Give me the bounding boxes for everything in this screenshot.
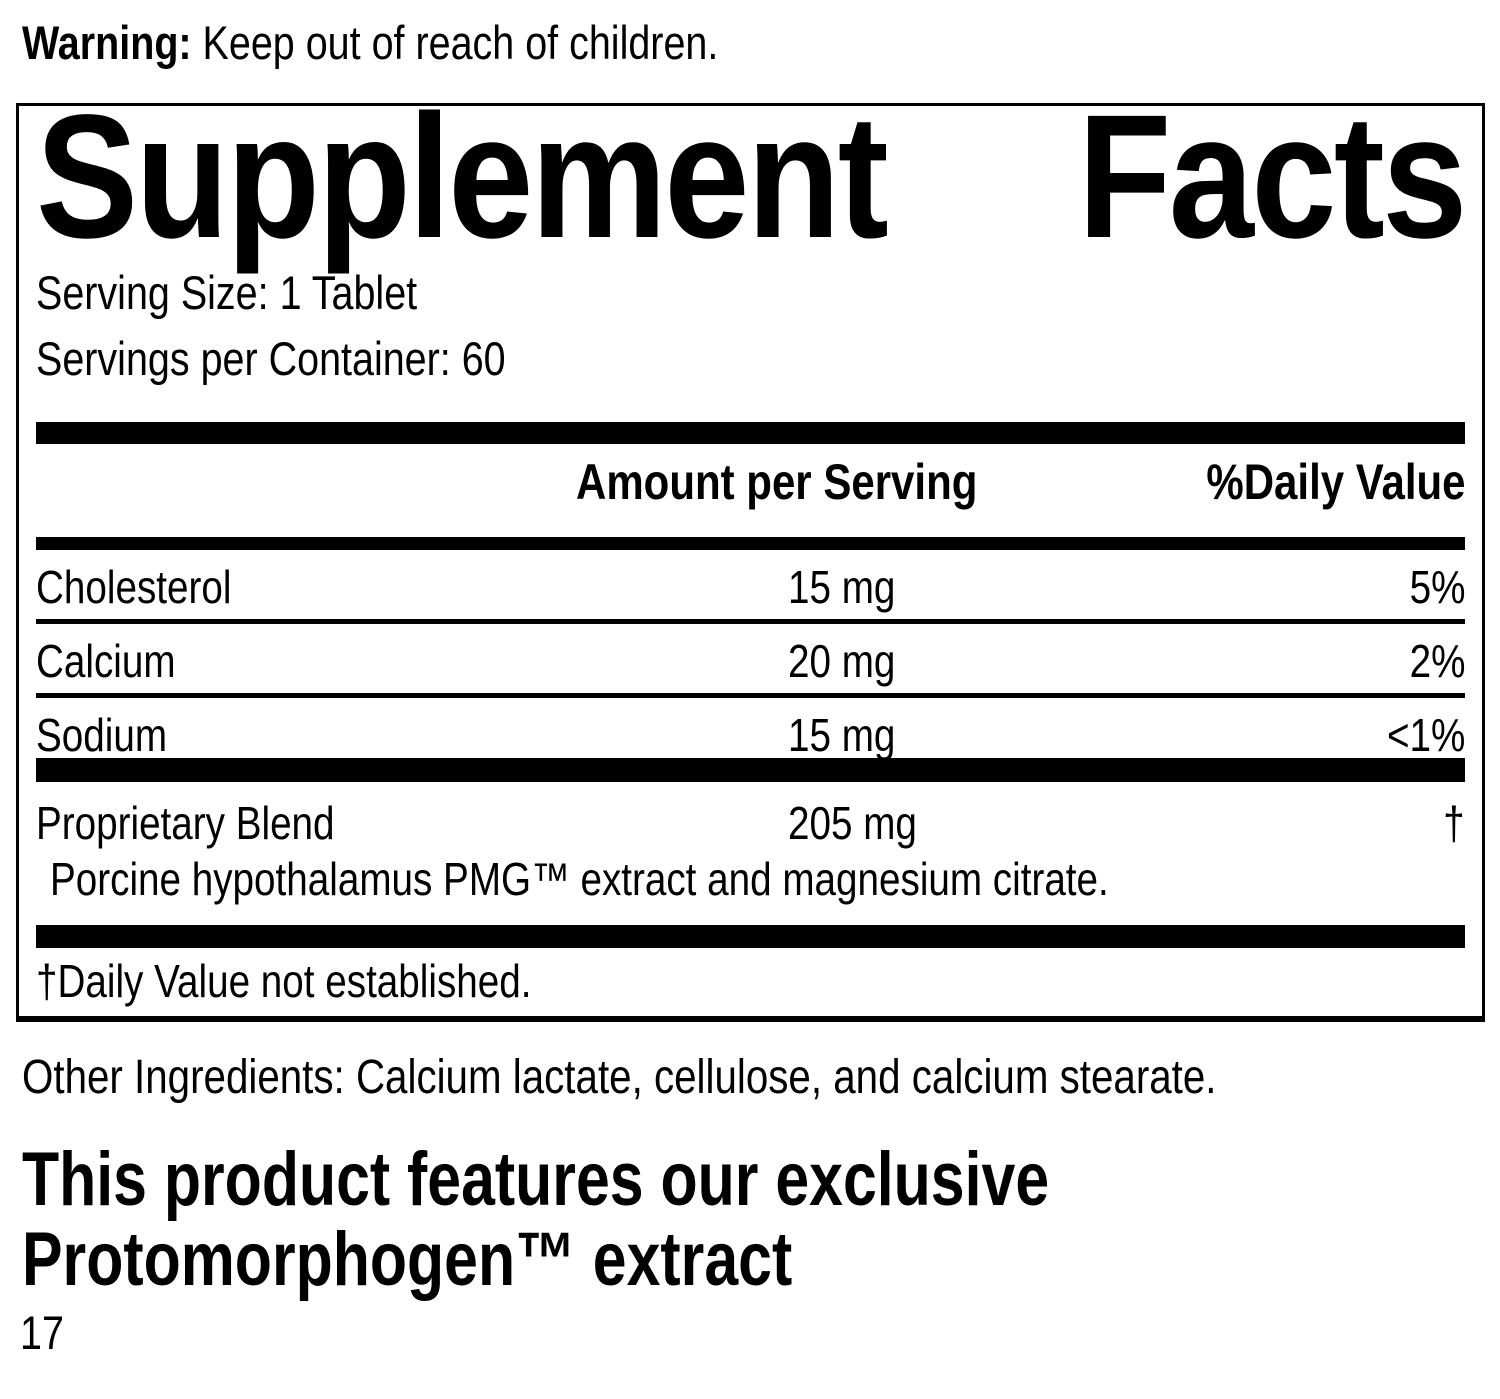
column-header-amount-per-serving: Amount per Serving: [576, 454, 978, 510]
warning-message: Keep out of reach of children.: [191, 16, 719, 69]
nutrient-row-calcium: Calcium 20 mg 2%: [36, 624, 1465, 698]
nutrient-daily-value: 2%: [1409, 635, 1465, 687]
panel-title-word-supplement: Supplement: [36, 79, 889, 275]
page-number: 17: [20, 1306, 64, 1359]
supplement-facts-panel: Supplement Facts Serving Size: 1 Tablet …: [16, 79, 1485, 1022]
panel-title: Supplement Facts: [36, 79, 1468, 275]
thick-divider-bar-bottom: [36, 925, 1465, 948]
column-header-row: Amount per Serving %Daily Value: [36, 456, 1465, 508]
nutrient-amount: 15 mg: [788, 709, 896, 761]
nutrient-name: Calcium: [36, 635, 176, 687]
proprietary-blend-row: Proprietary Blend 205 mg †: [36, 798, 1465, 848]
blend-name: Proprietary Blend: [36, 797, 335, 849]
thick-divider-bar-top: [36, 422, 1465, 444]
daily-value-footnote: †Daily Value not established.: [36, 955, 532, 1007]
nutrient-name: Sodium: [36, 709, 168, 761]
nutrient-amount: 20 mg: [788, 635, 896, 687]
nutrient-row-cholesterol: Cholesterol 15 mg 5%: [36, 550, 1465, 624]
nutrient-amount: 15 mg: [788, 561, 896, 613]
warning-text: Warning: Keep out of reach of children.: [22, 10, 851, 76]
blend-amount: 205 mg: [788, 797, 917, 849]
dagger-symbol: †: [1443, 797, 1465, 849]
warning-label: Warning:: [22, 16, 192, 69]
blend-description: Porcine hypothalamus PMG™ extract and ma…: [50, 853, 1109, 905]
column-header-daily-value: %Daily Value: [1205, 454, 1465, 510]
serving-info: Serving Size: 1 Tablet Servings per Cont…: [36, 260, 1465, 392]
other-ingredients: Other Ingredients: Calcium lactate, cell…: [22, 1051, 1217, 1104]
nutrient-name: Cholesterol: [36, 561, 232, 613]
panel-title-word-facts: Facts: [1078, 79, 1468, 275]
divider-bar-below-header: [36, 537, 1465, 550]
feature-statement-line1: This product features our exclusive: [22, 1137, 1050, 1222]
feature-statement-line2: Protomorphogen™ extract: [22, 1217, 793, 1302]
nutrient-daily-value: 5%: [1409, 561, 1465, 613]
nutrient-row-sodium: Sodium 15 mg <1%: [36, 698, 1465, 760]
servings-per-container: Servings per Container: 60: [36, 332, 506, 385]
nutrient-daily-value: <1%: [1386, 709, 1465, 761]
serving-size: Serving Size: 1 Tablet: [36, 266, 418, 319]
feature-statement: This product features our exclusive Prot…: [22, 1140, 1306, 1300]
thick-divider-bar-middle: [36, 758, 1465, 782]
